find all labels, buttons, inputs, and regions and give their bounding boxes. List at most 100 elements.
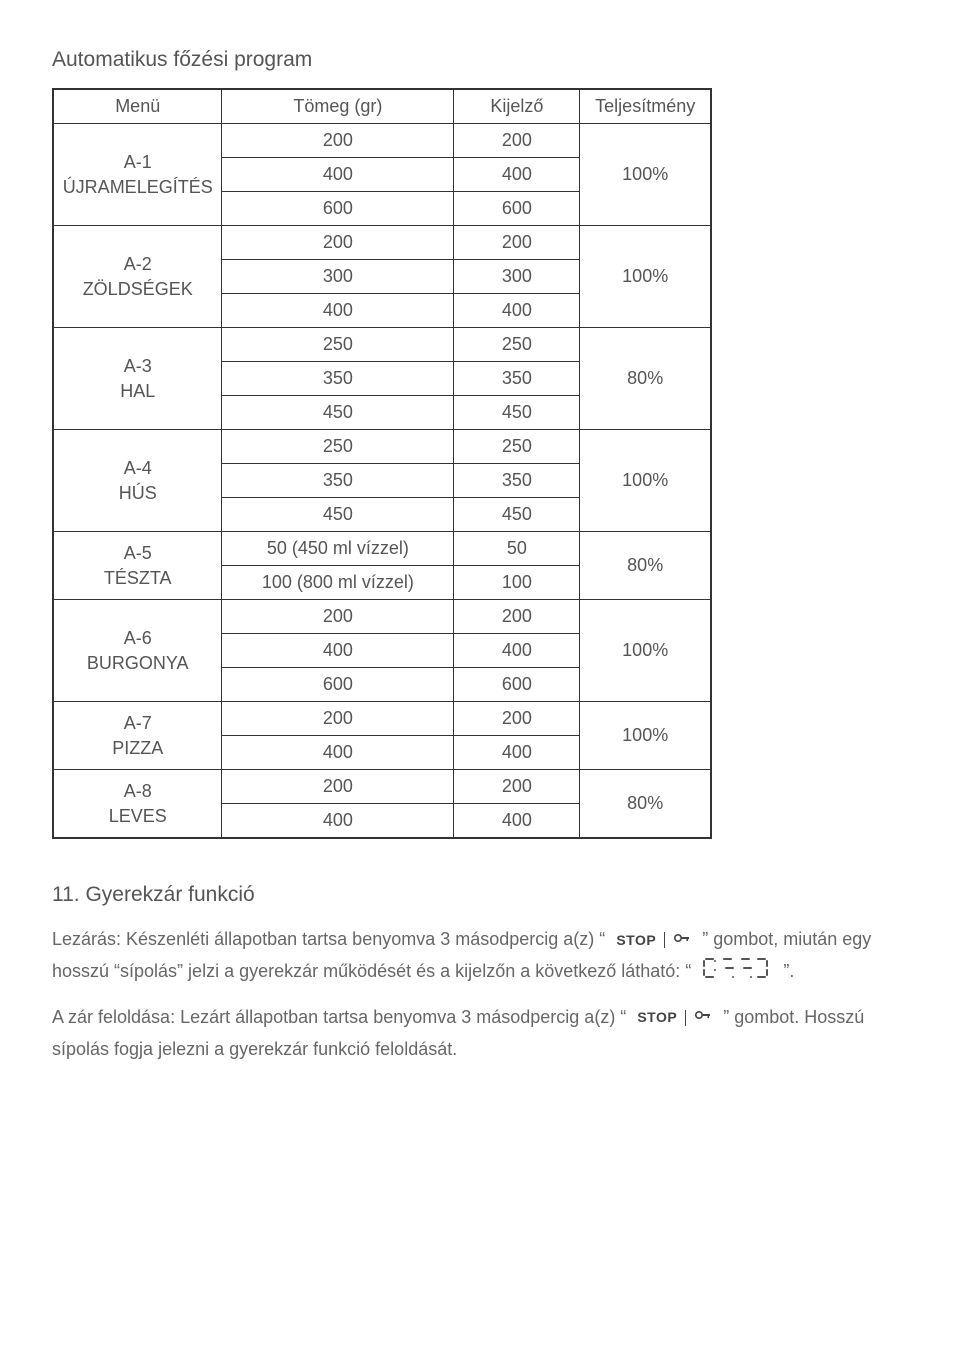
- table-row: A-5TÉSZTA50 (450 ml vízzel)5080%: [53, 532, 711, 566]
- menu-name: HAL: [120, 381, 155, 401]
- table-row: A-7PIZZA200200100%: [53, 702, 711, 736]
- power-cell: 100%: [580, 226, 711, 328]
- mass-cell: 250: [222, 328, 454, 362]
- menu-name: PIZZA: [112, 738, 163, 758]
- menu-name: HÚS: [119, 483, 157, 503]
- mass-cell: 450: [222, 498, 454, 532]
- display-cell: 200: [454, 124, 580, 158]
- menu-code: A-8: [124, 781, 152, 801]
- stop-label: STOP: [637, 1005, 677, 1030]
- menu-cell: A-8LEVES: [53, 770, 222, 839]
- section-title-childlock: 11. Gyerekzár funkció: [52, 883, 902, 907]
- display-lock-icon: [702, 956, 772, 988]
- mass-cell: 600: [222, 668, 454, 702]
- menu-code: A-2: [124, 254, 152, 274]
- text: A zár feloldása: Lezárt állapotban tarts…: [52, 1007, 626, 1027]
- mass-cell: 100 (800 ml vízzel): [222, 566, 454, 600]
- power-cell: 100%: [580, 600, 711, 702]
- mass-cell: 200: [222, 124, 454, 158]
- childlock-lock-paragraph: Lezárás: Készenléti állapotban tartsa be…: [52, 923, 902, 989]
- display-cell: 300: [454, 260, 580, 294]
- power-cell: 80%: [580, 770, 711, 839]
- divider-icon: [685, 1010, 686, 1026]
- text: ”.: [783, 961, 794, 981]
- menu-code: A-7: [124, 713, 152, 733]
- section-title-auto-cook: Automatikus főzési program: [52, 48, 902, 72]
- menu-code: A-3: [124, 356, 152, 376]
- menu-cell: A-1 ÚJRAMELEGÍTÉS: [53, 124, 222, 226]
- display-cell: 350: [454, 362, 580, 396]
- menu-code: A-4: [124, 458, 152, 478]
- auto-cook-table: Menü Tömeg (gr) Kijelző Teljesítmény A-1…: [52, 88, 712, 839]
- display-cell: 450: [454, 396, 580, 430]
- stop-key-icon: STOP: [637, 1005, 712, 1030]
- childlock-unlock-paragraph: A zár feloldása: Lezárt állapotban tarts…: [52, 1001, 902, 1066]
- menu-code: A-1: [124, 152, 152, 172]
- display-cell: 400: [454, 634, 580, 668]
- mass-cell: 300: [222, 260, 454, 294]
- menu-cell: A-3 HAL: [53, 328, 222, 430]
- table-header-row: Menü Tömeg (gr) Kijelző Teljesítmény: [53, 89, 711, 124]
- stop-label: STOP: [616, 928, 656, 953]
- display-cell: 50: [454, 532, 580, 566]
- display-cell: 600: [454, 192, 580, 226]
- col-header-menu: Menü: [53, 89, 222, 124]
- mass-cell: 600: [222, 192, 454, 226]
- display-cell: 400: [454, 294, 580, 328]
- power-cell: 80%: [580, 532, 711, 600]
- menu-cell: A-5 TÉSZTA: [53, 532, 222, 600]
- key-icon: [694, 1005, 712, 1030]
- menu-name: ZÖLDSÉGEK: [83, 279, 193, 299]
- mass-cell: 200: [222, 770, 454, 804]
- menu-cell: A-7 PIZZA: [53, 702, 222, 770]
- menu-name: BURGONYA: [87, 653, 189, 673]
- menu-name: ÚJRAMELEGÍTÉS: [63, 177, 213, 197]
- display-cell: 250: [454, 328, 580, 362]
- mass-cell: 400: [222, 804, 454, 839]
- table-row: A-6BURGONYA200200100%: [53, 600, 711, 634]
- display-cell: 350: [454, 464, 580, 498]
- mass-cell: 450: [222, 396, 454, 430]
- display-cell: 400: [454, 804, 580, 839]
- table-row: A-1ÚJRAMELEGÍTÉS200200100%: [53, 124, 711, 158]
- menu-code: A-5: [124, 543, 152, 563]
- col-header-power: Teljesítmény: [580, 89, 711, 124]
- power-cell: 100%: [580, 124, 711, 226]
- power-cell: 100%: [580, 430, 711, 532]
- menu-cell: A-6 BURGONYA: [53, 600, 222, 702]
- stop-key-icon: STOP: [616, 928, 691, 953]
- mass-cell: 350: [222, 362, 454, 396]
- text: Lezárás: Készenléti állapotban tartsa be…: [52, 929, 605, 949]
- menu-code: A-6: [124, 628, 152, 648]
- mass-cell: 400: [222, 294, 454, 328]
- table-row: A-4HÚS250250100%: [53, 430, 711, 464]
- mass-cell: 350: [222, 464, 454, 498]
- mass-cell: 250: [222, 430, 454, 464]
- menu-cell: A-4 HÚS: [53, 430, 222, 532]
- mass-cell: 400: [222, 736, 454, 770]
- table-row: A-3HAL25025080%: [53, 328, 711, 362]
- table-row: A-8LEVES20020080%: [53, 770, 711, 804]
- mass-cell: 400: [222, 158, 454, 192]
- display-cell: 100: [454, 566, 580, 600]
- mass-cell: 200: [222, 702, 454, 736]
- col-header-mass: Tömeg (gr): [222, 89, 454, 124]
- power-cell: 80%: [580, 328, 711, 430]
- display-cell: 450: [454, 498, 580, 532]
- mass-cell: 400: [222, 634, 454, 668]
- divider-icon: [664, 932, 665, 948]
- col-header-display: Kijelző: [454, 89, 580, 124]
- display-cell: 400: [454, 158, 580, 192]
- display-cell: 200: [454, 600, 580, 634]
- display-cell: 250: [454, 430, 580, 464]
- menu-name: TÉSZTA: [104, 568, 172, 588]
- mass-cell: 200: [222, 226, 454, 260]
- mass-cell: 50 (450 ml vízzel): [222, 532, 454, 566]
- table-row: A-2ZÖLDSÉGEK200200100%: [53, 226, 711, 260]
- display-cell: 200: [454, 226, 580, 260]
- menu-cell: A-2 ZÖLDSÉGEK: [53, 226, 222, 328]
- display-cell: 200: [454, 770, 580, 804]
- display-cell: 400: [454, 736, 580, 770]
- power-cell: 100%: [580, 702, 711, 770]
- display-cell: 600: [454, 668, 580, 702]
